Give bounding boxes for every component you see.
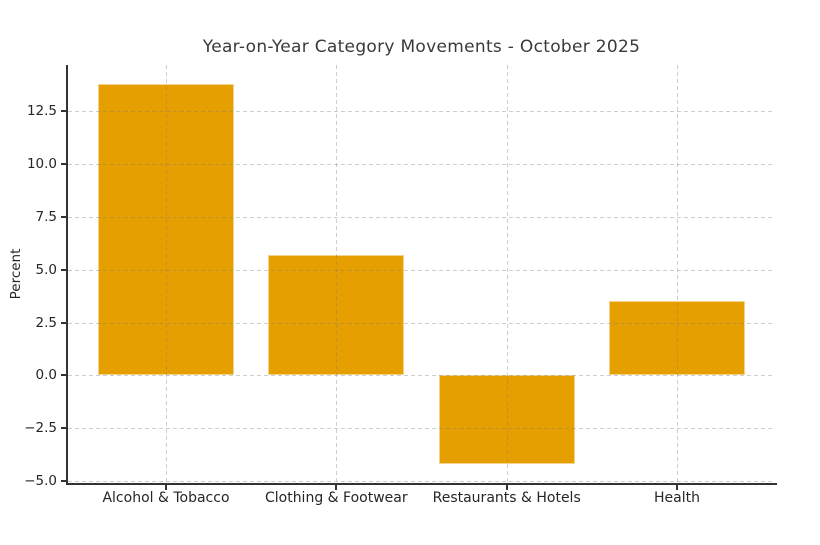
bar-health [608, 301, 746, 376]
gridline-h-7.5 [68, 217, 775, 218]
y-tick-label-12.5: 12.5 [26, 103, 57, 120]
gridline-h--2.5 [68, 428, 775, 430]
y-tick-12.5 [61, 110, 66, 113]
y-tick-label-2.5: 2.5 [35, 314, 57, 331]
gridline-h-12.5 [68, 111, 775, 113]
gridline-h--5 [68, 480, 775, 482]
axis-spine-bottom [66, 483, 777, 485]
gridline-h-5 [68, 269, 775, 271]
gridline-h-10 [68, 164, 775, 166]
gridline-v-alcohol-tobacco [166, 65, 167, 483]
y-tick--5 [61, 479, 66, 482]
chart-title: Year-on-Year Category Movements - Octobe… [202, 37, 641, 57]
x-tick-label-health: Health [654, 490, 700, 506]
y-tick-label--5: −5.0 [24, 472, 57, 489]
x-tick-label-clothing-footwear: Clothing & Footwear [264, 490, 408, 506]
y-tick-10 [61, 163, 66, 166]
bar-alcohol-tobacco [97, 84, 235, 376]
y-tick-label--2.5: −2.5 [24, 420, 57, 437]
x-tick-alcohol-tobacco [165, 485, 167, 490]
bar-restaurants-hotels [438, 375, 575, 464]
x-tick-label-alcohol-tobacco: Alcohol & Tobacco [102, 490, 230, 506]
gridline-h-0 [68, 375, 775, 377]
y-tick--2.5 [61, 427, 66, 430]
gridline-h-2.5 [68, 322, 775, 324]
y-tick-label-10: 10.0 [26, 156, 57, 173]
y-tick-5 [61, 268, 66, 271]
x-tick-health [676, 485, 678, 490]
x-tick-restaurants-hotels [505, 485, 508, 490]
y-tick-0 [61, 374, 66, 377]
y-tick-label-5: 5.0 [35, 261, 57, 278]
gridline-v-health [677, 65, 678, 483]
gridline-v-clothing-footwear [336, 65, 338, 483]
x-tick-clothing-footwear [335, 485, 338, 490]
axis-spine-left [66, 65, 68, 485]
y-tick-label-7.5: 7.5 [35, 209, 57, 225]
gridline-v-restaurants-hotels [506, 65, 508, 483]
y-tick-7.5 [61, 216, 66, 218]
x-tick-label-restaurants-hotels: Restaurants & Hotels [432, 490, 581, 506]
y-tick-label-0: 0.0 [35, 367, 57, 384]
y-tick-2.5 [61, 321, 66, 324]
bar-clothing-footwear [268, 255, 405, 376]
